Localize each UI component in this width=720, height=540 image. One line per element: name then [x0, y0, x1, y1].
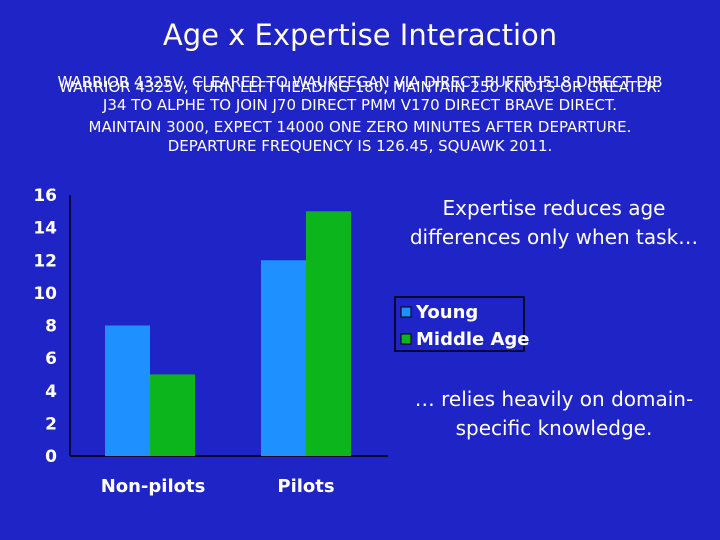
note-bottom: … relies heavily on domain-specific know…: [414, 387, 694, 440]
y-tick-label: 12: [33, 251, 57, 271]
clearance-line-2: J34 TO ALPHE TO JOIN J70 DIRECT PMM V170…: [102, 96, 618, 114]
y-tick-label: 16: [33, 186, 57, 206]
y-tick-label: 14: [33, 219, 57, 239]
legend: Young Middle Age: [394, 296, 530, 352]
slide-title: Age x Expertise Interaction: [162, 18, 558, 52]
y-tick-label: 8: [45, 317, 57, 337]
legend-box: [394, 296, 525, 352]
clearance-line-1b: WARRIOR 4325V, TURN LEFT HEADING 180, MA…: [58, 78, 662, 96]
clearance-line-4: DEPARTURE FREQUENCY IS 126.45, SQUAWK 20…: [167, 137, 553, 155]
y-tick-label: 2: [45, 414, 57, 434]
y-tick-label: 6: [45, 349, 57, 369]
y-tick-label: 0: [45, 447, 57, 467]
y-tick-label: 10: [33, 284, 57, 304]
clearance-line-3: MAINTAIN 3000, EXPECT 14000 ONE ZERO MIN…: [88, 118, 632, 136]
bar-middle-age-non-pilots: [150, 374, 195, 456]
legend-label-young: Young: [415, 302, 478, 323]
x-tick-label-nonpilots: Non-pilots: [101, 476, 206, 497]
legend-swatch-middle-age: [400, 333, 412, 345]
clearance-line-1a: WARRIOR 4325V, CLEARED TO WAUKEEGAN VIA …: [57, 73, 663, 91]
note-top: Expertise reduces age differences only w…: [409, 196, 699, 249]
bar-young-non-pilots: [105, 325, 150, 456]
legend-swatch-young: [400, 306, 412, 318]
legend-label-middle-age: Middle Age: [416, 329, 530, 350]
bar-middle-age-pilots: [306, 211, 351, 456]
x-tick-label-pilots: Pilots: [277, 476, 334, 497]
y-tick-label: 4: [45, 382, 57, 402]
bar-young-pilots: [261, 260, 306, 456]
